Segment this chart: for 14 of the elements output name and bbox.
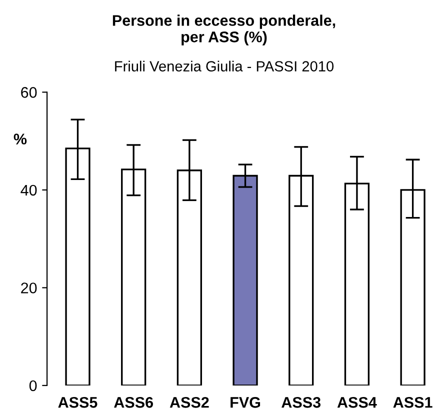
x-tick-label: ASS1 [393, 396, 432, 408]
x-tick-label: ASS2 [170, 396, 209, 408]
x-tick-label: ASS4 [337, 396, 377, 408]
x-tick-label: ASS6 [114, 396, 153, 408]
chart-subtitle: Friuli Venezia Giulia - PASSI 2010 [115, 60, 334, 72]
chart-title: Persone in eccesso ponderale, per ASS (%) [112, 14, 336, 46]
y-tick-label: 20 [21, 282, 37, 294]
y-tick-label: 40 [20, 184, 37, 196]
x-tick-label: ASS5 [58, 396, 98, 408]
y-axis-title: % [14, 134, 27, 144]
y-tick-label: 60 [21, 87, 37, 98]
x-tick-label: ASS3 [282, 396, 321, 408]
y-tick-label: 0 [29, 380, 37, 392]
x-tick-label: FVG [230, 396, 260, 408]
